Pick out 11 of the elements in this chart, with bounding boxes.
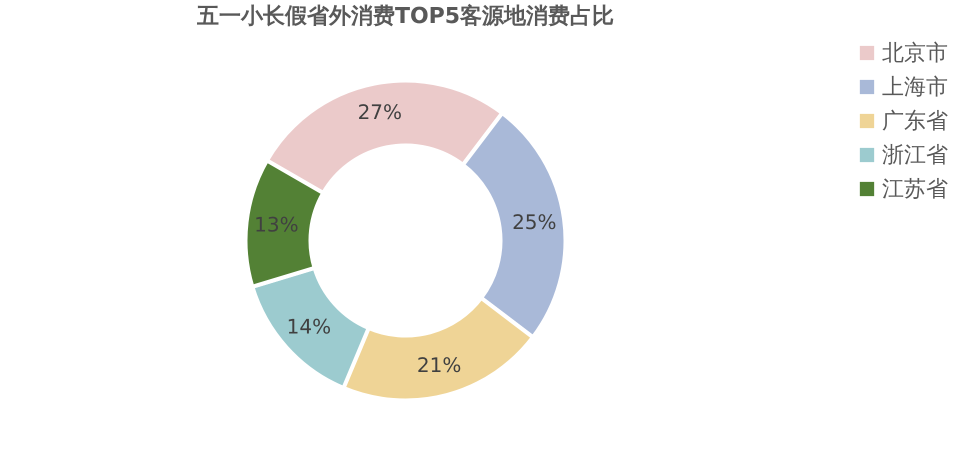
data-label: 27% xyxy=(358,100,402,124)
data-label: 14% xyxy=(286,314,332,338)
data-label: 21% xyxy=(416,353,462,378)
legend-label: 浙江省 xyxy=(882,143,948,168)
legend-label: 江苏省 xyxy=(882,177,948,202)
legend-label: 上海市 xyxy=(882,75,948,100)
data-label: 13% xyxy=(254,212,299,237)
legend-label: 广东省 xyxy=(882,109,948,134)
legend-label: 北京市 xyxy=(882,41,948,66)
chart-title: 五一小长假省外消费TOP5客源地消费占比 xyxy=(196,3,614,29)
data-label: 25% xyxy=(512,210,557,234)
